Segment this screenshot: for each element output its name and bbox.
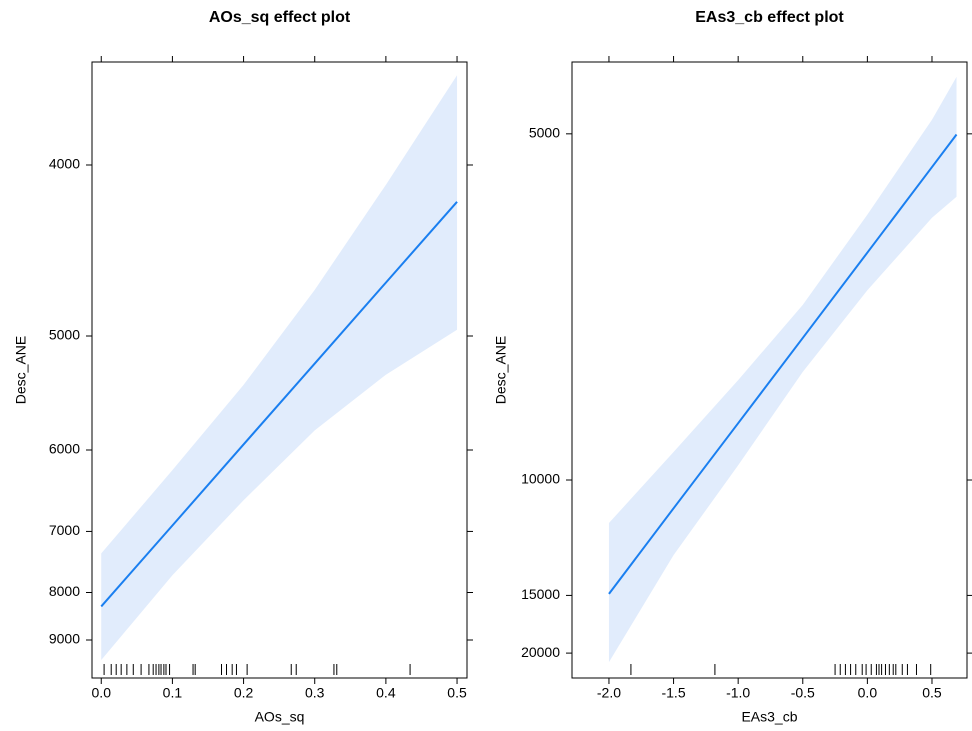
y-tick-label: 6000: [49, 441, 80, 457]
y-tick-label: 15000: [521, 586, 560, 602]
x-tick-label: -1.0: [726, 685, 750, 701]
confidence-band: [608, 76, 957, 663]
y-axis-label: Desc_ANE: [493, 336, 509, 404]
y-tick-label: 7000: [49, 522, 80, 538]
chart-title: AOs_sq effect plot: [209, 9, 351, 26]
effect-line: [608, 133, 958, 595]
y-tick-label: 5000: [529, 125, 560, 141]
x-tick-label: 0.5: [447, 685, 467, 701]
y-tick-label: 9000: [49, 631, 80, 647]
y-tick-label: 8000: [49, 583, 80, 599]
plot-frame: [91, 61, 468, 679]
y-tick-label: 10000: [521, 471, 560, 487]
x-tick-label: 0.1: [163, 685, 183, 701]
x-axis-label: AOs_sq: [255, 709, 305, 725]
y-tick-label: 4000: [49, 156, 80, 172]
y-axis-label: Desc_ANE: [13, 336, 29, 404]
chart-title: EAs3_cb effect plot: [695, 9, 844, 26]
x-tick-label: -0.5: [791, 685, 815, 701]
x-tick-label: 0.0: [858, 685, 878, 701]
x-tick-label: 0.4: [376, 685, 396, 701]
confidence-band: [101, 75, 458, 660]
y-tick-label: 5000: [49, 327, 80, 343]
x-tick-label: -2.0: [597, 685, 621, 701]
x-axis-label: EAs3_cb: [741, 709, 797, 725]
y-tick-label: 20000: [521, 644, 560, 660]
effect-line: [100, 201, 458, 608]
plot-frame: [571, 61, 968, 679]
x-tick-label: -1.5: [661, 685, 685, 701]
x-tick-label: 0.2: [234, 685, 254, 701]
x-tick-label: 0.3: [305, 685, 325, 701]
x-tick-label: 0.5: [922, 685, 942, 701]
x-tick-label: 0.0: [92, 685, 112, 701]
